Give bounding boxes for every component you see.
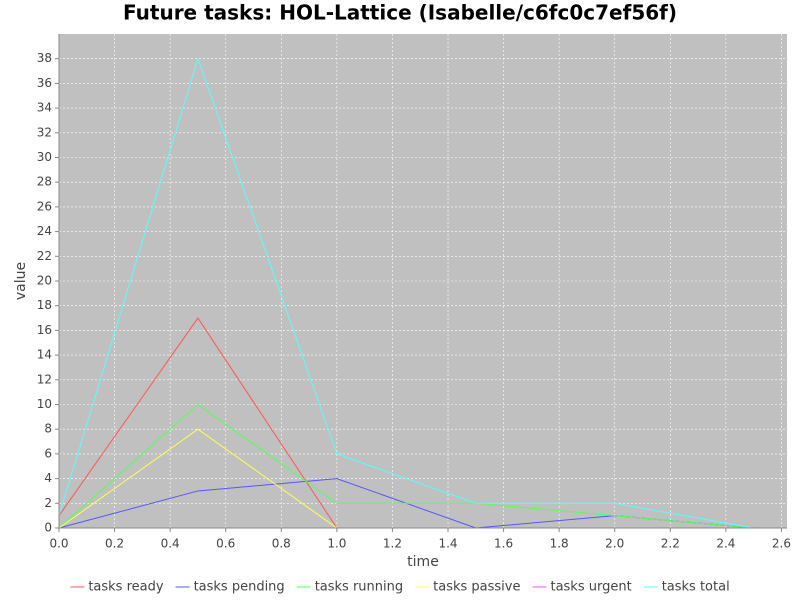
x-tick-label: 2.6	[772, 537, 791, 551]
x-tick-label: 2.4	[716, 537, 735, 551]
x-tick-label: 0.2	[105, 537, 124, 551]
grid	[58, 34, 787, 529]
y-tick-label: 28	[37, 175, 52, 189]
y-tick-label: 4	[44, 471, 52, 485]
y-tick-label: 8	[44, 422, 52, 436]
y-tick-label: 0	[44, 521, 52, 535]
x-tick-label: 0.4	[161, 537, 180, 551]
x-tick-label: 2.0	[605, 537, 624, 551]
legend-label: tasks urgent	[550, 580, 631, 595]
y-tick-label: 10	[37, 397, 52, 411]
x-tick-label: 1.0	[327, 537, 346, 551]
y-tick-label: 24	[37, 224, 52, 238]
legend-label: tasks ready	[88, 580, 164, 595]
x-tick-label: 2.2	[661, 537, 680, 551]
x-tick-label: 0.6	[216, 537, 235, 551]
y-tick-label: 36	[37, 76, 52, 90]
y-tick-label: 16	[37, 323, 52, 337]
legend: tasks ready tasks pending tasks running tas…	[70, 580, 730, 595]
y-axis-title: value	[13, 262, 29, 300]
y-tick-label: 22	[37, 249, 52, 263]
y-tick-label: 32	[37, 125, 52, 139]
y-tick-label: 20	[37, 274, 52, 288]
legend-label: tasks pending	[194, 580, 285, 595]
x-tick-label: 1.8	[550, 537, 569, 551]
y-tick-label: 12	[37, 372, 52, 386]
legend-label: tasks running	[315, 580, 403, 595]
x-tick-label: 0.8	[272, 537, 291, 551]
legend-label: tasks total	[662, 580, 730, 595]
series-line	[58, 57, 754, 529]
x-tick-label: 0.0	[49, 537, 68, 551]
y-tick-label: 14	[37, 348, 52, 362]
legend-label: tasks passive	[433, 580, 520, 595]
y-tick-label: 2	[44, 496, 52, 510]
x-tick-label: 1.4	[438, 537, 457, 551]
y-tick-label: 30	[37, 150, 52, 164]
y-tick-label: 18	[37, 298, 52, 312]
x-axis-title: time	[407, 554, 439, 570]
x-tick-label: 1.2	[383, 537, 402, 551]
y-tick-label: 6	[44, 446, 52, 460]
series-line	[58, 403, 754, 529]
y-tick-label: 38	[37, 51, 52, 65]
y-tick-label: 26	[37, 199, 52, 213]
chart-title: Future tasks: HOL-Lattice (Isabelle/c6fc…	[123, 1, 677, 25]
y-tick-label: 34	[37, 101, 52, 115]
x-tick-label: 1.6	[494, 537, 513, 551]
